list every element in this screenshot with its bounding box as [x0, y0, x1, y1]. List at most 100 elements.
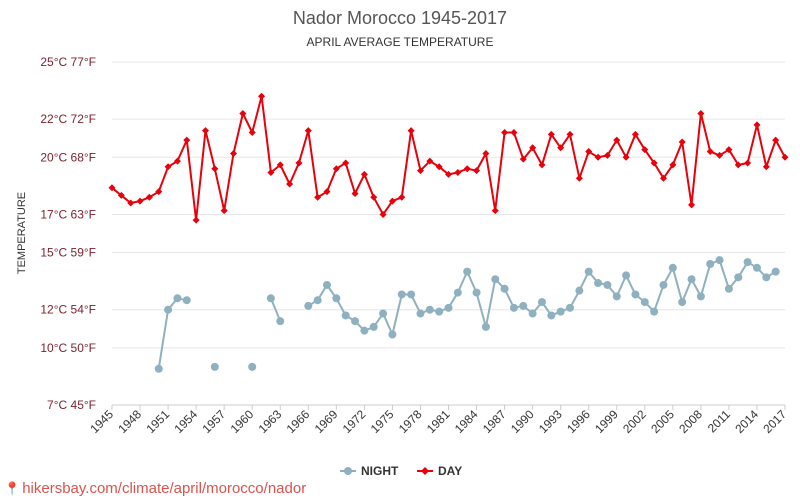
- data-point[interactable]: [248, 129, 256, 137]
- data-point[interactable]: [669, 161, 677, 169]
- data-point[interactable]: [304, 301, 313, 310]
- data-point[interactable]: [613, 136, 621, 144]
- data-point[interactable]: [734, 161, 742, 169]
- data-point[interactable]: [678, 138, 686, 146]
- data-point[interactable]: [155, 188, 163, 196]
- data-point[interactable]: [491, 207, 499, 215]
- data-point[interactable]: [724, 284, 733, 293]
- data-point[interactable]: [276, 317, 285, 326]
- data-point[interactable]: [304, 127, 312, 135]
- data-point[interactable]: [557, 144, 565, 152]
- data-point[interactable]: [286, 180, 294, 188]
- data-point[interactable]: [239, 109, 247, 117]
- data-point[interactable]: [154, 364, 163, 373]
- data-point[interactable]: [360, 326, 369, 335]
- data-point[interactable]: [501, 129, 509, 137]
- data-point[interactable]: [472, 288, 481, 297]
- legend-item-day[interactable]: DAY: [417, 464, 462, 478]
- data-point[interactable]: [322, 280, 331, 289]
- data-point[interactable]: [594, 279, 603, 288]
- data-point[interactable]: [688, 201, 696, 209]
- data-point[interactable]: [631, 290, 640, 299]
- data-point[interactable]: [398, 193, 406, 201]
- data-point[interactable]: [127, 199, 135, 207]
- data-point[interactable]: [435, 163, 443, 171]
- data-point[interactable]: [762, 163, 770, 171]
- data-point[interactable]: [210, 362, 219, 371]
- data-point[interactable]: [500, 284, 509, 293]
- data-point[interactable]: [230, 149, 238, 157]
- data-point[interactable]: [762, 273, 771, 282]
- data-point[interactable]: [687, 275, 696, 284]
- data-point[interactable]: [360, 170, 368, 178]
- data-point[interactable]: [753, 121, 761, 129]
- data-point[interactable]: [575, 286, 584, 295]
- data-point[interactable]: [696, 292, 705, 301]
- data-point[interactable]: [211, 165, 219, 173]
- data-point[interactable]: [603, 151, 611, 159]
- data-point[interactable]: [603, 280, 612, 289]
- data-point[interactable]: [183, 136, 191, 144]
- data-point[interactable]: [547, 311, 556, 320]
- data-point[interactable]: [463, 165, 471, 173]
- data-point[interactable]: [164, 163, 172, 171]
- data-point[interactable]: [332, 294, 341, 303]
- data-point[interactable]: [370, 193, 378, 201]
- data-point[interactable]: [425, 305, 434, 314]
- data-point[interactable]: [388, 330, 397, 339]
- data-point[interactable]: [771, 267, 780, 276]
- data-point[interactable]: [388, 197, 396, 205]
- data-point[interactable]: [444, 303, 453, 312]
- data-point[interactable]: [575, 174, 583, 182]
- data-point[interactable]: [426, 157, 434, 165]
- data-point[interactable]: [537, 298, 546, 307]
- data-point[interactable]: [781, 153, 789, 161]
- data-point[interactable]: [182, 296, 191, 305]
- data-point[interactable]: [453, 288, 462, 297]
- data-point[interactable]: [650, 159, 658, 167]
- data-point[interactable]: [715, 256, 724, 265]
- data-point[interactable]: [351, 317, 360, 326]
- data-point[interactable]: [594, 153, 602, 161]
- data-point[interactable]: [566, 303, 575, 312]
- data-point[interactable]: [547, 130, 555, 138]
- data-point[interactable]: [622, 153, 630, 161]
- data-point[interactable]: [332, 165, 340, 173]
- data-point[interactable]: [313, 296, 322, 305]
- data-point[interactable]: [538, 161, 546, 169]
- data-point[interactable]: [491, 275, 500, 284]
- data-point[interactable]: [585, 148, 593, 156]
- data-point[interactable]: [276, 161, 284, 169]
- data-point[interactable]: [323, 188, 331, 196]
- data-point[interactable]: [248, 362, 257, 371]
- data-point[interactable]: [445, 170, 452, 178]
- data-point[interactable]: [519, 155, 527, 163]
- data-point[interactable]: [416, 309, 425, 318]
- data-point[interactable]: [342, 159, 350, 167]
- data-point[interactable]: [108, 184, 116, 192]
- data-point[interactable]: [612, 292, 621, 301]
- data-point[interactable]: [584, 267, 593, 276]
- data-point[interactable]: [528, 309, 537, 318]
- data-point[interactable]: [706, 259, 715, 268]
- data-point[interactable]: [454, 169, 462, 177]
- data-point[interactable]: [136, 197, 144, 205]
- data-point[interactable]: [369, 322, 378, 331]
- data-point[interactable]: [164, 305, 173, 314]
- data-point[interactable]: [201, 127, 209, 135]
- data-point[interactable]: [640, 298, 649, 307]
- data-point[interactable]: [668, 263, 677, 272]
- data-point[interactable]: [716, 151, 724, 159]
- data-point[interactable]: [659, 174, 667, 182]
- data-point[interactable]: [529, 144, 537, 152]
- data-point[interactable]: [258, 92, 266, 100]
- data-point[interactable]: [510, 129, 518, 137]
- data-point[interactable]: [463, 267, 472, 276]
- data-point[interactable]: [631, 130, 639, 138]
- data-point[interactable]: [266, 294, 275, 303]
- data-point[interactable]: [379, 210, 387, 218]
- legend[interactable]: NIGHT DAY: [340, 464, 462, 478]
- data-point[interactable]: [744, 159, 752, 167]
- data-point[interactable]: [379, 309, 388, 318]
- data-point[interactable]: [117, 191, 125, 199]
